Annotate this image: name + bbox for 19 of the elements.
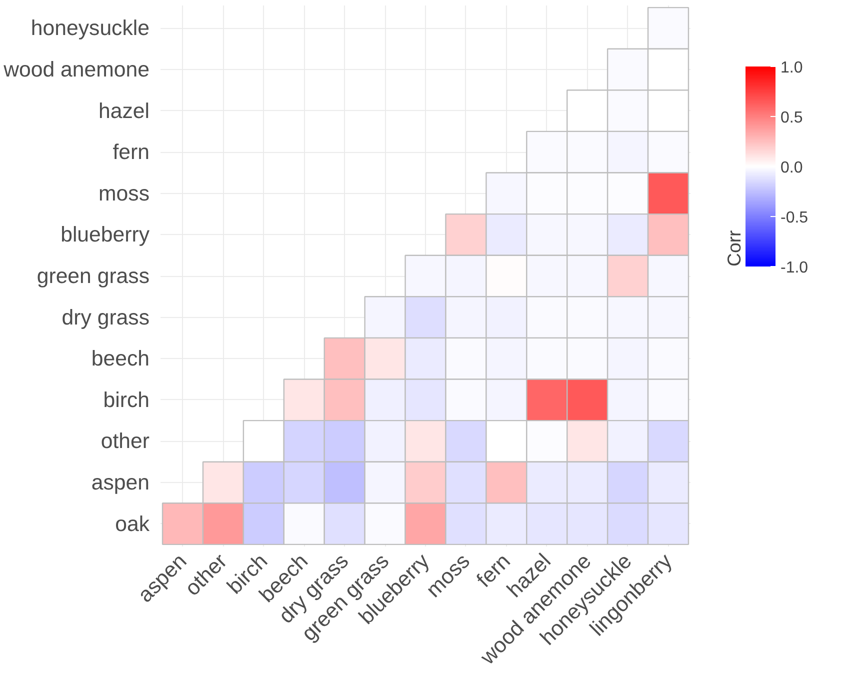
color-bar-label: -1.0 [780,260,808,276]
y-tick-label: dry grass [62,305,150,330]
color-bar-title: Corr [724,230,744,266]
y-tick-label: beech [91,346,150,371]
y-tick-label: wood anemone [2,58,150,82]
y-tick-label: birch [103,388,150,412]
y-tick-label: oak [115,512,150,536]
y-tick-label: fern [112,140,150,164]
y-tick-label: honeysuckle [30,16,150,40]
y-tick-label: moss [98,181,150,206]
color-bar-label: 1.0 [780,60,803,76]
color-bar-label: 0.5 [780,110,803,126]
y-tick-label: other [100,429,150,454]
y-tick-label: blueberry [60,222,150,247]
y-tick-label: green grass [36,264,150,288]
color-bar-label: -0.5 [780,210,808,226]
color-bar-label: 0.0 [780,160,803,176]
y-tick-label: aspen [91,470,150,494]
y-tick-label: hazel [98,98,150,123]
